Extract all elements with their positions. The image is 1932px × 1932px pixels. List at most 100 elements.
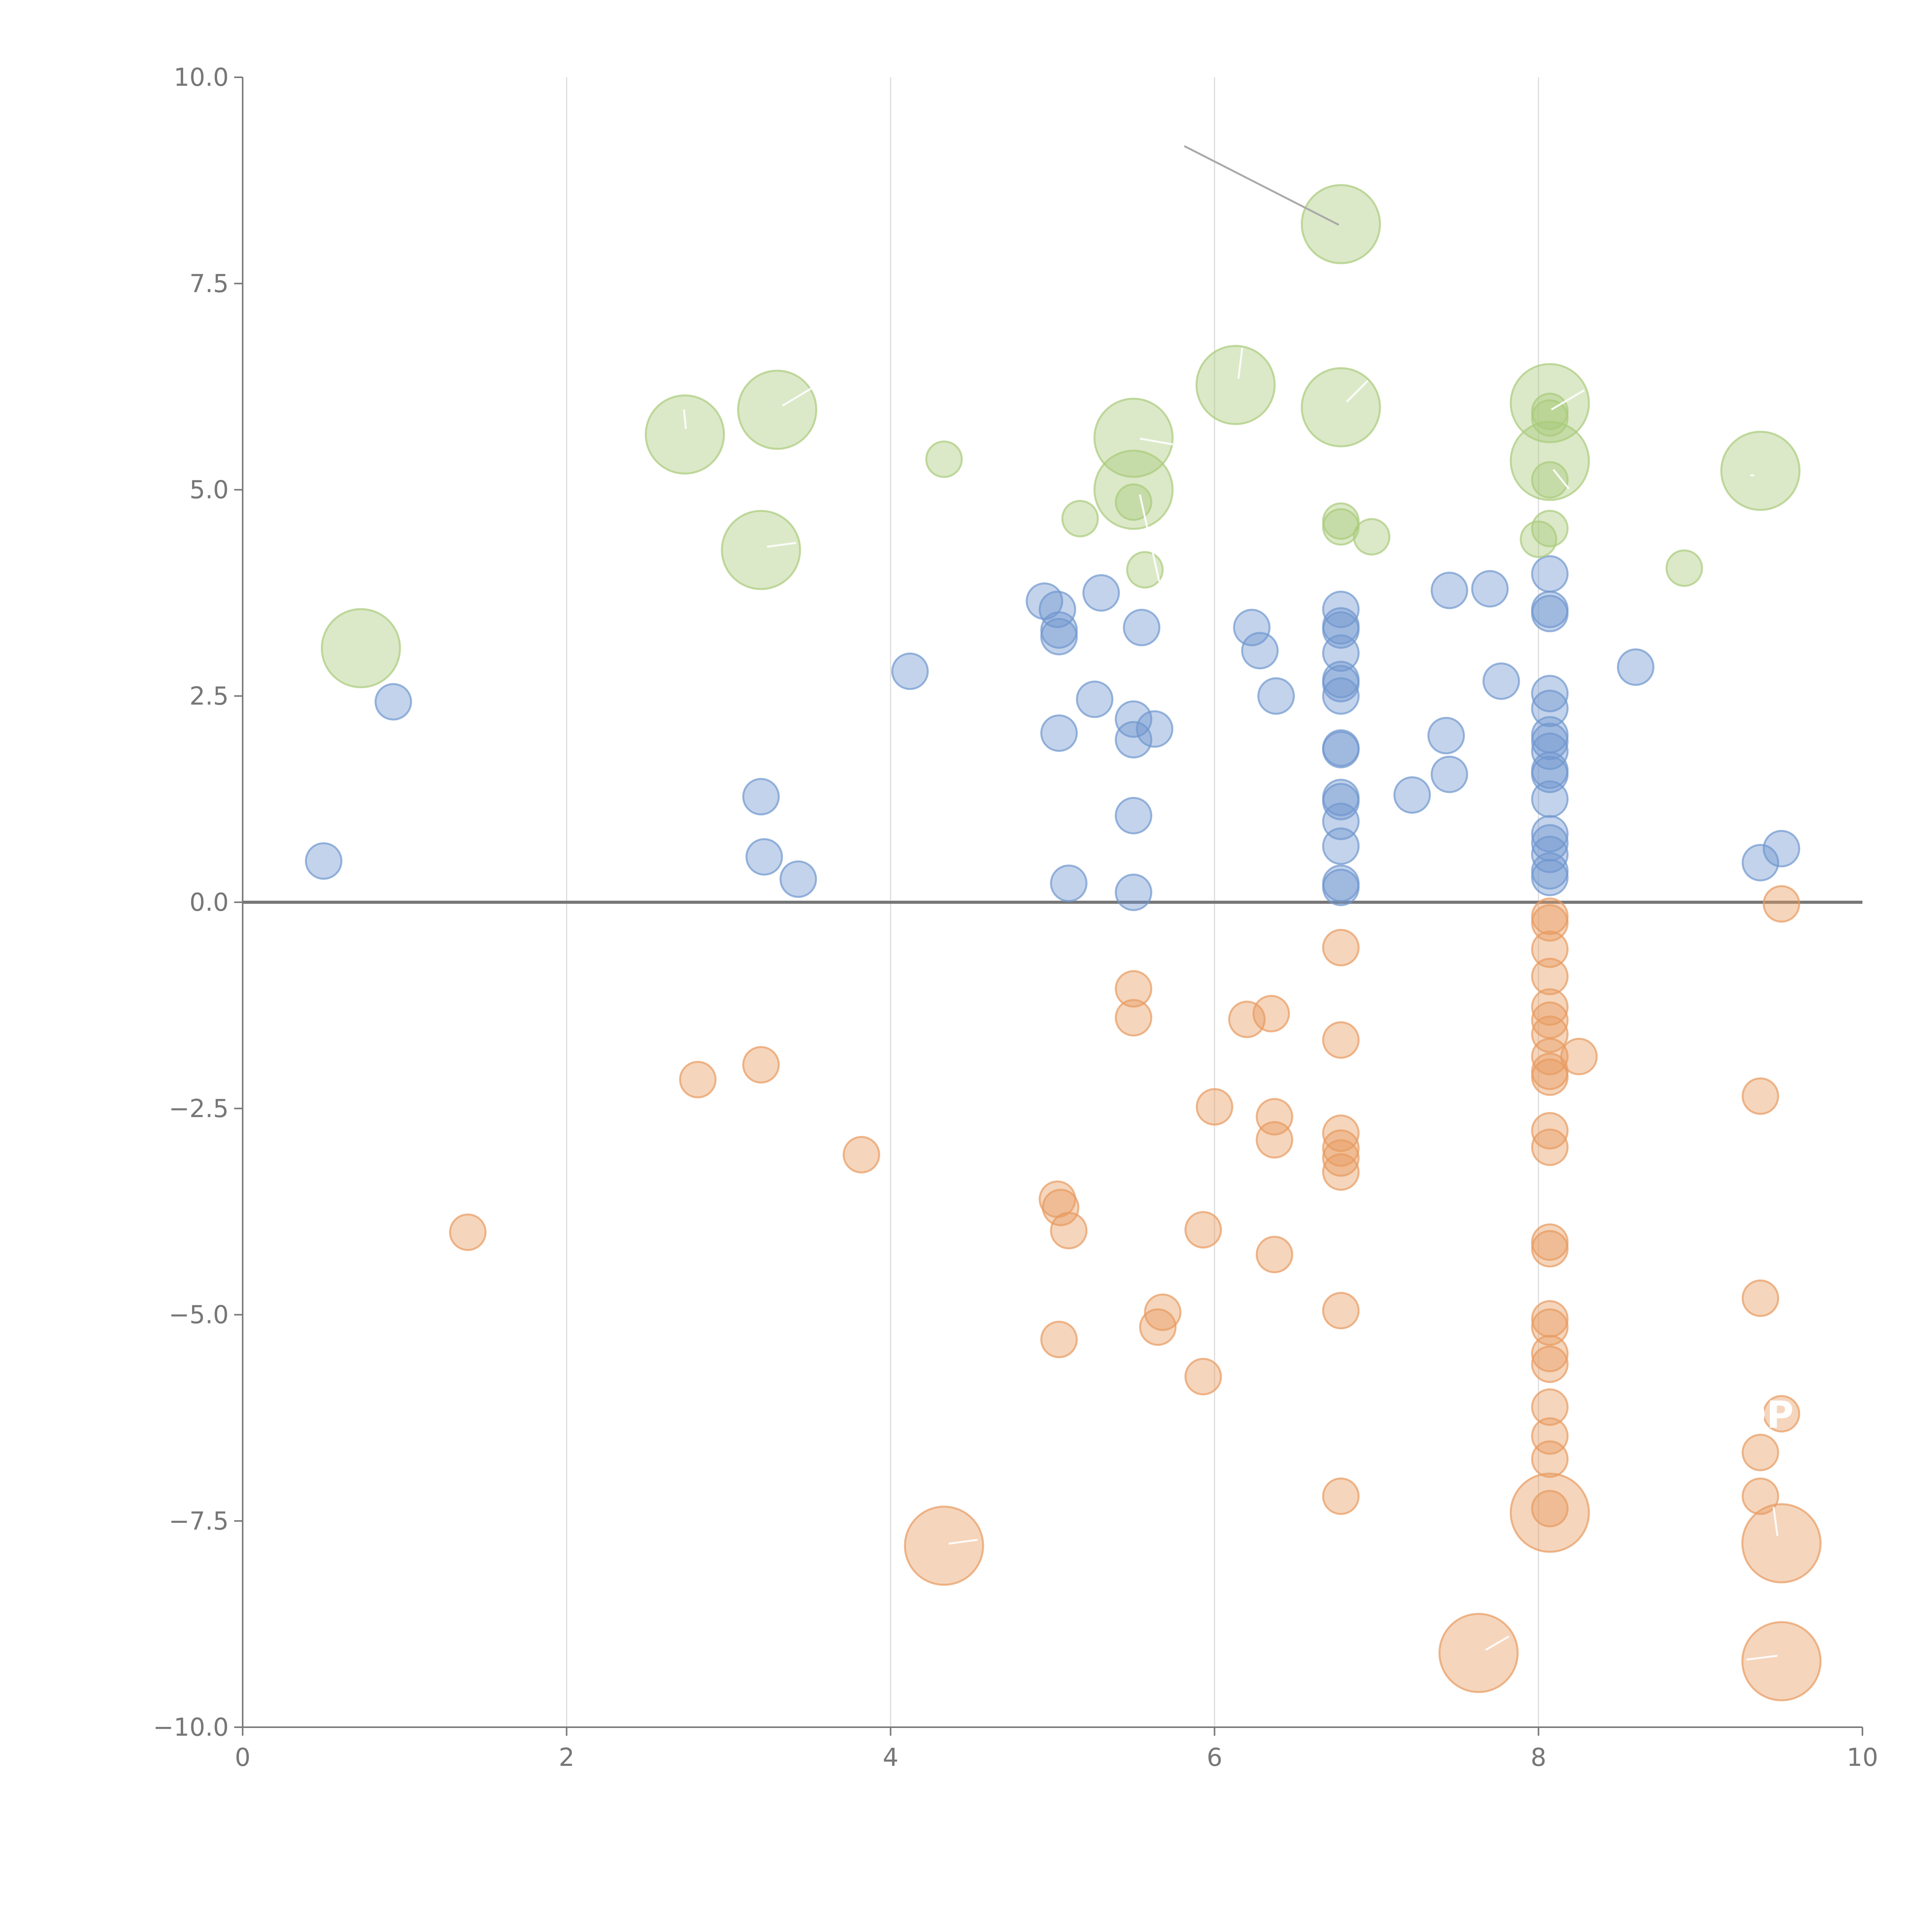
x-tick-label-4: 8 <box>1531 1743 1546 1772</box>
point-blue-26 <box>1322 634 1360 672</box>
point-blue-23 <box>1322 590 1360 628</box>
point-blue-57 <box>1531 835 1569 873</box>
ticks: 0 2 4 6 8 10 10.0 7.5 5.0 2.5 0.0 −2.5 −5.0 −7.5 −10.0 <box>153 63 1878 1772</box>
point-orange-57 <box>904 1505 984 1586</box>
point-blue-5 <box>891 652 929 690</box>
y-tick-label-8: −10.0 <box>153 1713 229 1742</box>
point-orange-21 <box>1322 1021 1360 1059</box>
point-orange-43 <box>1531 1308 1569 1346</box>
point-orange-46 <box>1531 1388 1569 1426</box>
point-orange-14 <box>1196 1088 1233 1126</box>
point-orange-1 <box>679 1061 717 1099</box>
leader-line-2 <box>767 542 796 548</box>
point-blue-2 <box>742 778 780 816</box>
point-blue-35 <box>1322 827 1360 865</box>
point-orange-49 <box>1531 1490 1569 1527</box>
x-tick-label-1: 2 <box>559 1743 575 1772</box>
point-blue-1 <box>374 683 412 721</box>
point-blue-10 <box>1040 714 1078 752</box>
point-blue-62 <box>1762 830 1800 867</box>
point-orange-24 <box>1322 1139 1360 1177</box>
point-orange-32 <box>1531 988 1569 1026</box>
point-orange-38 <box>1531 1112 1569 1150</box>
point-green-24 <box>1720 430 1801 511</box>
leader-line-8 <box>1553 469 1570 490</box>
leader-line-7 <box>1551 389 1585 411</box>
point-orange-30 <box>1531 930 1569 968</box>
point-blue-51 <box>1531 732 1569 770</box>
point-green-18 <box>1093 449 1174 530</box>
point-green-13 <box>321 608 401 689</box>
point-green-21 <box>1301 367 1381 447</box>
point-green-17 <box>1093 398 1174 478</box>
annotations: OP <box>1735 1393 1794 1437</box>
data-points <box>305 184 1822 1701</box>
point-orange-52 <box>1742 1279 1779 1317</box>
point-blue-54 <box>1531 780 1569 818</box>
point-orange-13 <box>1184 1358 1222 1396</box>
point-orange-29 <box>1531 904 1569 942</box>
point-blue-9 <box>1040 618 1078 656</box>
point-orange-51 <box>1742 1077 1779 1115</box>
point-blue-37 <box>1322 869 1360 906</box>
leader-line-13 <box>1772 1507 1779 1536</box>
point-green-8 <box>1531 510 1569 548</box>
leader-line-11 <box>1485 1635 1510 1651</box>
leader-line-top <box>1184 145 1340 226</box>
point-blue-31 <box>1322 731 1360 769</box>
point-green-6 <box>1353 518 1391 556</box>
point-orange-45 <box>1531 1345 1569 1383</box>
point-orange-61 <box>1741 1621 1822 1701</box>
annotation-leaders <box>683 145 1779 1661</box>
x-tick-label-2: 4 <box>883 1743 898 1772</box>
point-green-19 <box>1195 345 1276 425</box>
point-blue-11 <box>1050 864 1088 902</box>
point-orange-41 <box>1531 1230 1569 1268</box>
point-green-11 <box>1531 399 1569 437</box>
point-orange-27 <box>1322 1477 1360 1515</box>
point-blue-3 <box>745 838 783 876</box>
y-tick-label-6: −5.0 <box>169 1301 229 1330</box>
point-orange-35 <box>1531 1037 1569 1075</box>
point-blue-16 <box>1115 797 1153 835</box>
point-orange-15 <box>1228 1000 1266 1038</box>
y-tick-label-1: 7.5 <box>189 270 229 298</box>
point-blue-38 <box>1393 776 1431 814</box>
y-tick-label-2: 5.0 <box>189 476 229 505</box>
point-blue-59 <box>1531 859 1569 896</box>
point-green-12 <box>1665 549 1703 587</box>
point-blue-60 <box>1617 648 1655 686</box>
point-green-1 <box>1061 500 1099 537</box>
point-orange-39 <box>1531 1128 1569 1166</box>
leader-line-12 <box>1746 1655 1778 1661</box>
point-green-23 <box>1510 421 1590 501</box>
point-orange-48 <box>1531 1440 1569 1478</box>
point-blue-25 <box>1322 611 1360 649</box>
point-orange-11 <box>1139 1308 1177 1346</box>
point-green-2 <box>1115 483 1153 521</box>
point-orange-0 <box>449 1213 487 1251</box>
point-blue-12 <box>1076 680 1114 718</box>
point-green-7 <box>1520 520 1558 558</box>
point-blue-13 <box>1082 574 1120 612</box>
point-blue-17 <box>1115 873 1153 911</box>
leader-line-3 <box>1139 437 1173 446</box>
point-blue-7 <box>1039 590 1077 628</box>
point-orange-7 <box>1040 1321 1078 1359</box>
point-green-15 <box>721 510 801 590</box>
leader-line-10 <box>948 1539 978 1545</box>
point-orange-10 <box>1144 1293 1182 1331</box>
point-blue-50 <box>1531 723 1569 760</box>
point-blue-29 <box>1322 677 1360 715</box>
point-blue-48 <box>1531 689 1569 727</box>
y-tick-label-4: 0.0 <box>189 888 229 917</box>
point-blue-20 <box>1233 609 1271 646</box>
leader-line-6 <box>1346 380 1369 403</box>
point-green-0 <box>925 440 963 478</box>
point-blue-39 <box>1427 717 1465 755</box>
point-orange-34 <box>1531 1015 1569 1053</box>
point-orange-58 <box>1438 1613 1519 1693</box>
point-green-14 <box>645 394 725 475</box>
leader-line-5 <box>1237 347 1243 379</box>
